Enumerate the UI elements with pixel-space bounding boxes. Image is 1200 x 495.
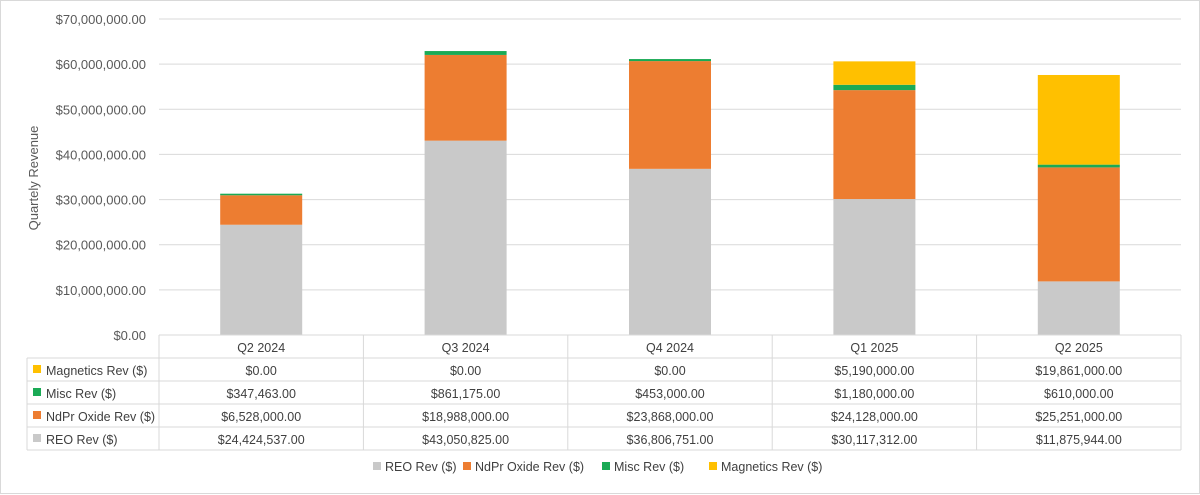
data-table: Q2 2024 Q3 2024 Q4 2024 Q1 2025 Q2 2025 Magne… [26,334,1182,451]
table-cell: $0.00 [246,364,277,378]
table-cell: $1,180,000.00 [834,387,914,401]
table-cell: $453,000.00 [635,387,705,401]
table-cell: $610,000.00 [1044,387,1114,401]
bar-misc-rev-q2-2025 [1037,164,1120,168]
bar-magnetics-rev-q2-2025 [1037,74,1120,165]
bar-magnetics-rev-q1-2025 [833,61,916,85]
table-row-label: REO Rev ($) [46,433,118,447]
table-cell: $25,251,000.00 [1035,410,1122,424]
category-label: Q2 2025 [1055,341,1103,355]
table-legend-key [33,411,41,419]
bar-ndpr-oxide-rev-q4-2024 [629,61,711,169]
table-cell: $19,861,000.00 [1035,364,1122,378]
legend-label: REO Rev ($) [385,460,457,474]
legend-label: Misc Rev ($) [614,460,684,474]
table-cell: $11,875,944.00 [1036,433,1122,447]
legend-swatch-ndpr-oxide-rev [463,462,471,470]
y-axis-tick-labels: $0.00 $10,000,000.00 $20,000,000.00 $30,000… [56,12,146,343]
table-cell: $18,988,000.00 [422,410,509,424]
category-label: Q3 2024 [442,341,490,355]
bar-misc-rev-q3-2024 [424,51,507,55]
y-axis-title: Quartely Revenue [26,126,41,231]
table-legend-key [33,434,41,442]
legend-swatch-misc-rev [602,462,610,470]
table-cell: $24,424,537.00 [218,433,305,447]
bar-ndpr-oxide-rev-q2-2025 [1037,167,1120,282]
table-row-label: NdPr Oxide Rev ($) [46,410,155,424]
bar-reo-rev-q2-2024 [220,224,303,335]
bar-misc-rev-q1-2025 [833,84,916,91]
table-cell: $347,463.00 [226,387,296,401]
table-legend-key [33,388,41,396]
bar-reo-rev-q3-2024 [424,140,507,335]
bars [220,51,1120,335]
y-tick-label: $0.00 [113,328,146,343]
legend: REO Rev ($) NdPr Oxide Rev ($) Misc Rev ($… [373,460,822,474]
category-label: Q1 2025 [850,341,898,355]
y-tick-label: $20,000,000.00 [56,238,146,253]
table-cell: $36,806,751.00 [627,433,714,447]
y-tick-label: $50,000,000.00 [56,102,146,117]
bar-misc-rev-q2-2024 [220,193,303,196]
legend-label: Magnetics Rev ($) [721,460,822,474]
legend-swatch-magnetics-rev [709,462,717,470]
bar-reo-rev-q1-2025 [833,199,916,335]
bar-ndpr-oxide-rev-q1-2025 [833,90,916,200]
category-label: Q4 2024 [646,341,694,355]
table-cell: $24,128,000.00 [831,410,918,424]
legend-label: NdPr Oxide Rev ($) [475,460,584,474]
table-cell: $0.00 [654,364,685,378]
table-cell: $23,868,000.00 [627,410,714,424]
bar-ndpr-oxide-rev-q3-2024 [424,54,507,141]
bar-misc-rev-q4-2024 [629,59,711,62]
table-cell: $5,190,000.00 [834,364,914,378]
table-cell: $43,050,825.00 [422,433,509,447]
table-cell: $6,528,000.00 [221,410,301,424]
y-tick-label: $70,000,000.00 [56,12,146,27]
table-legend-key [33,365,41,373]
legend-swatch-reo-rev [373,462,381,470]
category-label: Q2 2024 [237,341,285,355]
y-tick-label: $60,000,000.00 [56,57,146,72]
y-tick-label: $30,000,000.00 [56,193,146,208]
table-cell: $30,117,312.00 [831,433,917,447]
table-cell: $861,175.00 [431,387,501,401]
bar-ndpr-oxide-rev-q2-2024 [220,195,303,225]
table-row-label: Misc Rev ($) [46,387,116,401]
table-row-label: Magnetics Rev ($) [46,364,147,378]
bar-reo-rev-q2-2025 [1037,281,1120,335]
y-tick-label: $10,000,000.00 [56,283,146,298]
table-cell: $0.00 [450,364,481,378]
y-tick-label: $40,000,000.00 [56,147,146,162]
bar-reo-rev-q4-2024 [629,168,711,335]
